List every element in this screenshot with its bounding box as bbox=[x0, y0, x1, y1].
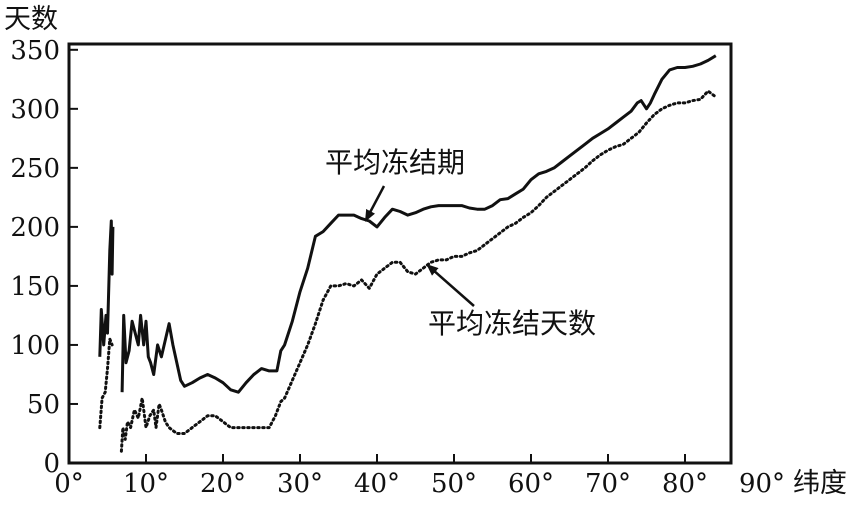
x-tick-label: 70° bbox=[585, 469, 631, 499]
arrow-freeze-days bbox=[426, 263, 475, 307]
annotation-freeze-period: 平均冻结期 bbox=[325, 146, 465, 179]
x-tick-label: 80° bbox=[662, 469, 708, 499]
x-tick-label: 40° bbox=[354, 469, 400, 499]
series-line-freeze-days bbox=[98, 89, 718, 453]
y-axis: 0 50 100 150 200 250 300 350 bbox=[10, 36, 78, 479]
y-tick-label: 150 bbox=[10, 272, 60, 302]
annotation-freeze-days: 平均冻结天数 bbox=[428, 307, 596, 340]
y-tick-label: 300 bbox=[10, 95, 60, 125]
arrow-freeze-period bbox=[364, 185, 386, 222]
x-tick-label: 90° bbox=[739, 469, 785, 499]
x-tick-label: 60° bbox=[508, 469, 554, 499]
plot-frame bbox=[67, 42, 733, 465]
y-tick-label: 200 bbox=[10, 213, 60, 243]
y-tick-label: 250 bbox=[10, 154, 60, 184]
x-tick-label: 20° bbox=[200, 469, 246, 499]
y-tick-label: 0 bbox=[43, 449, 60, 479]
y-tick-label: 50 bbox=[27, 390, 60, 420]
annotation-layer: 平均冻结期 平均冻结天数 bbox=[325, 146, 596, 340]
y-tick-label: 100 bbox=[10, 331, 60, 361]
y-axis-title: 天数 bbox=[4, 4, 58, 35]
series-line-freeze-period bbox=[98, 54, 717, 394]
x-tick-label: 10° bbox=[123, 469, 169, 499]
x-tick-label: 50° bbox=[431, 469, 477, 499]
y-tick-label: 350 bbox=[10, 36, 60, 66]
series-layer bbox=[98, 54, 718, 453]
x-axis: 0° 10° 20° 30° 40° 50° 60° 70° 80° 90° bbox=[54, 454, 785, 499]
x-axis-title: 纬度 bbox=[793, 468, 847, 499]
x-tick-label: 0° bbox=[54, 469, 84, 499]
x-tick-label: 30° bbox=[277, 469, 323, 499]
